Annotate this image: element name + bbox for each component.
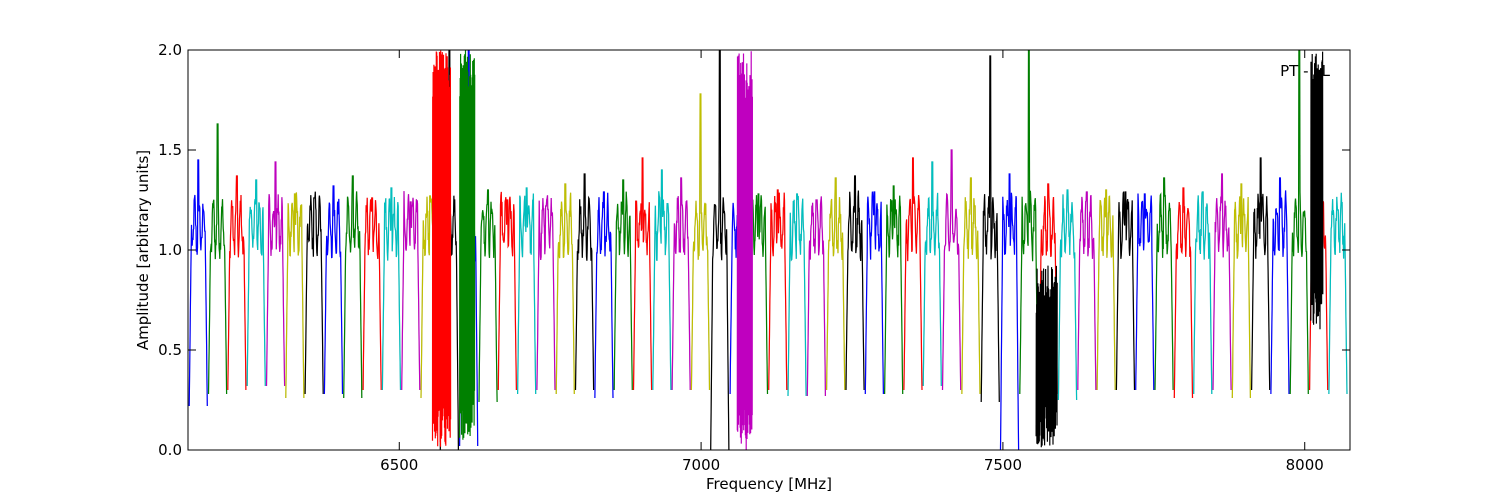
spectral-window-line bbox=[343, 175, 363, 399]
spectral-window-line bbox=[1115, 191, 1136, 391]
y-tick-label: 0.0 bbox=[158, 441, 182, 459]
spectral-window-line bbox=[304, 191, 324, 395]
spectral-window-line bbox=[1328, 192, 1348, 395]
spectral-window-line bbox=[826, 177, 846, 391]
spectral-window-line bbox=[497, 191, 517, 391]
spectral-window-line bbox=[1231, 183, 1251, 399]
spectral-window-line bbox=[555, 183, 575, 395]
spectral-window-line bbox=[207, 123, 228, 395]
spectral-window-line bbox=[1096, 189, 1116, 391]
y-tick-label: 0.5 bbox=[158, 341, 182, 359]
spectral-window-line bbox=[999, 173, 1020, 450]
spectral-window-line bbox=[517, 187, 537, 395]
spectral-window-line bbox=[574, 173, 595, 391]
spectral-window-line bbox=[1193, 191, 1213, 395]
spectral-window-line bbox=[1154, 177, 1174, 391]
spectral-window-line bbox=[594, 191, 614, 399]
noisy-burst-line bbox=[736, 51, 753, 450]
spectral-window-line bbox=[1019, 50, 1039, 395]
noisy-burst-line bbox=[1035, 265, 1058, 448]
spectral-window-line bbox=[1212, 173, 1232, 391]
x-tick-label: 6500 bbox=[380, 456, 418, 474]
spectral-window-line bbox=[710, 50, 730, 450]
spectral-window-line bbox=[362, 197, 382, 391]
x-tick-label: 7500 bbox=[984, 456, 1022, 474]
spectral-window-line bbox=[922, 161, 942, 387]
spectral-window-line bbox=[980, 55, 1000, 403]
y-tick-label: 1.5 bbox=[158, 141, 182, 159]
spectral-window-line bbox=[1057, 189, 1078, 401]
spectral-window-line bbox=[632, 157, 653, 391]
spectral-window-line bbox=[1173, 187, 1194, 399]
noisy-burst-line bbox=[459, 50, 476, 440]
spectral-window-line bbox=[613, 179, 633, 391]
spectral-window-line bbox=[285, 192, 305, 399]
series-layer bbox=[188, 50, 1348, 450]
spectral-window-line bbox=[864, 191, 884, 395]
x-axis-label: Frequency [MHz] bbox=[706, 475, 832, 493]
spectral-window-line bbox=[478, 189, 498, 403]
spectral-window-line bbox=[903, 157, 923, 391]
spectral-window-line bbox=[768, 189, 788, 391]
spectral-window-line bbox=[1038, 183, 1058, 395]
spectral-window-line bbox=[227, 175, 247, 391]
y-tick-label: 1.0 bbox=[158, 241, 182, 259]
spectral-window-line bbox=[381, 187, 402, 391]
spectral-window-line bbox=[690, 93, 711, 391]
spectral-window-line bbox=[536, 195, 556, 391]
spectral-window-line bbox=[845, 175, 865, 391]
spectral-window-line bbox=[941, 149, 962, 391]
x-tick-label: 8000 bbox=[1286, 456, 1324, 474]
spectral-window-line bbox=[787, 193, 807, 397]
spectral-window-line bbox=[1289, 50, 1309, 395]
axis-ticks: 6500 7000 7500 8000 0.0 0.5 1.0 1.5 2.0 bbox=[158, 41, 1350, 474]
x-tick-label: 7000 bbox=[682, 456, 720, 474]
noisy-burst-line bbox=[1310, 51, 1324, 330]
spectral-window-line bbox=[1251, 157, 1271, 391]
noisy-burst-line bbox=[431, 50, 452, 447]
spectral-window-line bbox=[652, 169, 672, 391]
spectral-window-line bbox=[671, 177, 691, 391]
y-axis-label: Amplitude [arbitrary units] bbox=[134, 150, 152, 350]
spectral-window-line bbox=[884, 185, 904, 395]
chart-annotation: PT - LL bbox=[1280, 62, 1331, 80]
y-tick-label: 2.0 bbox=[158, 41, 182, 59]
spectral-window-line bbox=[265, 161, 286, 387]
spectral-window-line bbox=[961, 177, 981, 395]
spectral-window-line bbox=[1270, 177, 1290, 395]
spectral-window-line bbox=[401, 191, 421, 391]
spectral-window-line bbox=[188, 159, 208, 407]
spectral-window-line bbox=[246, 179, 266, 387]
spectral-window-line bbox=[323, 185, 344, 395]
spectral-window-line bbox=[1077, 191, 1097, 391]
spectral-window-line bbox=[806, 196, 826, 397]
spectral-window-line bbox=[1135, 193, 1155, 391]
